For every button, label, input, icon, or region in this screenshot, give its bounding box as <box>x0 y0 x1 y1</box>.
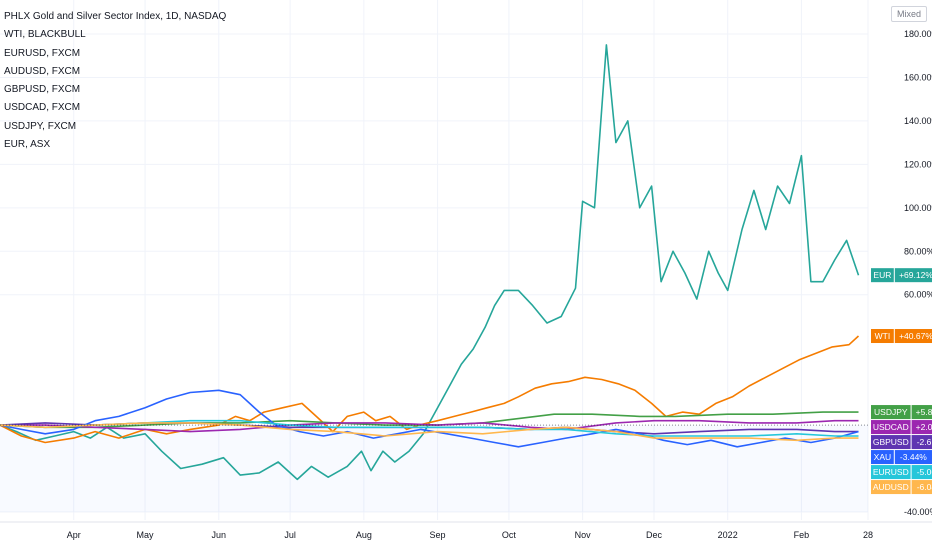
value-label-value: +69.12% <box>899 270 932 280</box>
value-label-wti: WTI +40.67% <box>871 329 932 344</box>
series-lines <box>0 44 860 481</box>
value-label-value: -5.06% <box>917 467 932 477</box>
series-line-audusd[interactable] <box>0 422 859 442</box>
x-tick-label: Jun <box>212 530 227 540</box>
series-line-wti[interactable] <box>0 335 860 444</box>
x-tick-label: Oct <box>502 530 517 540</box>
series-line-usdcad[interactable] <box>0 419 859 433</box>
value-label-value-bg <box>911 405 932 420</box>
x-tick-label: Apr <box>67 530 81 540</box>
y-tick-label: 140.00% <box>904 116 932 126</box>
y-tick-label: 100.00% <box>904 203 932 213</box>
x-tick-label: May <box>137 530 155 540</box>
value-label-value-bg <box>894 329 932 344</box>
value-label-eur: EUR +69.12% <box>871 268 932 283</box>
y-axis[interactable]: -40.00% 60.00% 80.00% 100.00% 120.00% 140.00%… <box>904 29 932 517</box>
x-tick-label: Aug <box>356 530 372 540</box>
value-label-value-bg <box>894 268 932 283</box>
value-label-value: +40.67% <box>899 331 932 341</box>
legend-entry[interactable]: EURUSD, FXCM <box>4 47 81 59</box>
legend-entry[interactable]: WTI, BLACKBULL <box>4 29 86 41</box>
legend: PHLX Gold and Silver Sector Index, 1D, N… <box>4 8 226 154</box>
value-label-gbpusd: GBPUSD -2.61% <box>871 435 932 450</box>
value-label-value: -6.04% <box>917 482 932 492</box>
grid <box>0 0 869 520</box>
x-tick-label: 28 <box>863 530 873 540</box>
legend-entry[interactable]: USDJPY, FXCM <box>4 120 77 132</box>
y-tick-label: 160.00% <box>904 72 932 82</box>
legend-entry[interactable]: PHLX Gold and Silver Sector Index, 1D, N… <box>4 11 227 22</box>
y-tick-label: 80.00% <box>904 246 932 256</box>
x-tick-label: 2022 <box>718 530 738 540</box>
y-tick-label: 180.00% <box>904 29 932 39</box>
x-axis[interactable]: Apr May Jun Jul Aug Sep Oct Nov Dec 2022 Feb 28 <box>0 521 932 540</box>
value-label-usdjpy: USDJPY +5.86% <box>871 405 932 420</box>
value-label-name: USDJPY <box>874 407 908 417</box>
value-label-name-bg <box>871 329 894 344</box>
y-tick-label: -40.00% <box>904 507 932 517</box>
value-label-name-bg <box>871 465 911 480</box>
x-tick-label: Sep <box>430 530 446 540</box>
value-label-name: XAU <box>874 452 891 462</box>
value-label-name-bg <box>871 450 894 465</box>
value-label-value: +2.08% <box>916 422 932 432</box>
y-tick-label: 60.00% <box>904 290 932 300</box>
value-label-name: GBPUSD <box>873 437 909 447</box>
axis-mode-button[interactable]: Mixed <box>890 6 927 22</box>
value-label-name-bg <box>871 480 911 495</box>
x-tick-label: Jul <box>284 530 296 540</box>
value-label-xau: XAU -3.44% <box>871 450 932 465</box>
value-label-name: USDCAD <box>873 422 909 432</box>
x-tick-label: Feb <box>794 530 810 540</box>
value-label-name-bg <box>871 268 894 283</box>
legend-entry[interactable]: USDCAD, FXCM <box>4 102 81 114</box>
value-label-value: +5.86% <box>916 407 932 417</box>
y-tick-label: 120.00% <box>904 159 932 169</box>
value-label-usdcad: USDCAD +2.08% <box>871 420 932 435</box>
value-label-name-bg <box>871 405 911 420</box>
value-label-name: EURUSD <box>873 467 909 477</box>
series-value-labels: EUR +69.12% WTI +40.67% USDJPY +5.86% USDCAD +2… <box>871 268 932 495</box>
value-label-name-bg <box>871 420 911 435</box>
legend-entry[interactable]: EUR, ASX <box>4 139 51 151</box>
value-label-eurusd: EURUSD -5.06% <box>871 465 932 480</box>
value-label-name: AUDUSD <box>873 482 909 492</box>
series-line-xau[interactable] <box>0 389 859 448</box>
value-label-value-bg <box>911 435 932 450</box>
value-label-audusd: AUDUSD -6.04% <box>871 480 932 495</box>
value-label-name: WTI <box>875 331 891 341</box>
value-label-value: -3.44% <box>900 452 927 462</box>
value-label-name-bg <box>871 435 911 450</box>
value-label-value-bg <box>911 420 932 435</box>
value-label-name: EUR <box>873 270 891 280</box>
x-tick-label: Nov <box>575 530 592 540</box>
series-line-eur[interactable] <box>0 44 860 481</box>
x-tick-label: Dec <box>646 530 663 540</box>
value-label-value: -2.61% <box>917 437 932 447</box>
legend-entry[interactable]: AUDUSD, FXCM <box>4 65 81 77</box>
value-label-value-bg <box>911 465 932 480</box>
legend-entry[interactable]: GBPUSD, FXCM <box>4 84 81 96</box>
value-label-value-bg <box>894 450 932 465</box>
value-label-value-bg <box>911 480 932 495</box>
